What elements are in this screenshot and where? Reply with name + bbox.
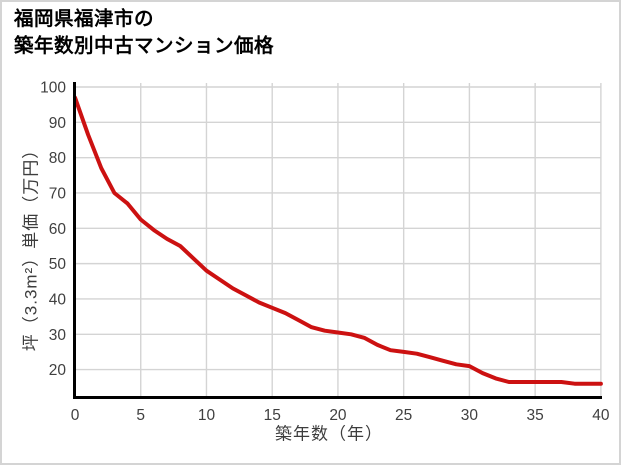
x-tick-label: 15: [264, 407, 281, 424]
y-tick-label: 80: [49, 150, 67, 167]
y-tick-label: 20: [49, 362, 67, 379]
y-tick-label: 100: [40, 80, 66, 97]
x-tick-label: 0: [71, 407, 80, 424]
y-axis-label: 坪（3.3m²）単価（万円）: [21, 140, 41, 352]
y-tick-label: 30: [49, 327, 67, 344]
chart-title: 福岡県福津市の 築年数別中古マンション価格: [14, 6, 274, 60]
chart-title-line-2: 築年数別中古マンション価格: [14, 35, 275, 57]
x-axis-label: 築年数（年）: [275, 424, 383, 444]
y-tick-label: 50: [49, 256, 67, 273]
y-tick-label: 90: [49, 115, 67, 132]
x-tick-label: 30: [461, 407, 479, 424]
y-tick-label: 70: [49, 185, 67, 202]
x-tick-label: 20: [329, 407, 347, 424]
x-tick-label: 25: [395, 407, 412, 424]
price-line: [73, 95, 603, 386]
x-tick-label: 10: [198, 407, 216, 424]
x-tick-label: 35: [527, 407, 544, 424]
x-tick-label: 40: [592, 407, 610, 424]
chart-title-line-1: 福岡県福津市の: [14, 8, 155, 30]
y-tick-label: 60: [49, 221, 67, 238]
x-tick-label: 5: [136, 407, 145, 424]
y-tick-label: 40: [49, 291, 67, 308]
